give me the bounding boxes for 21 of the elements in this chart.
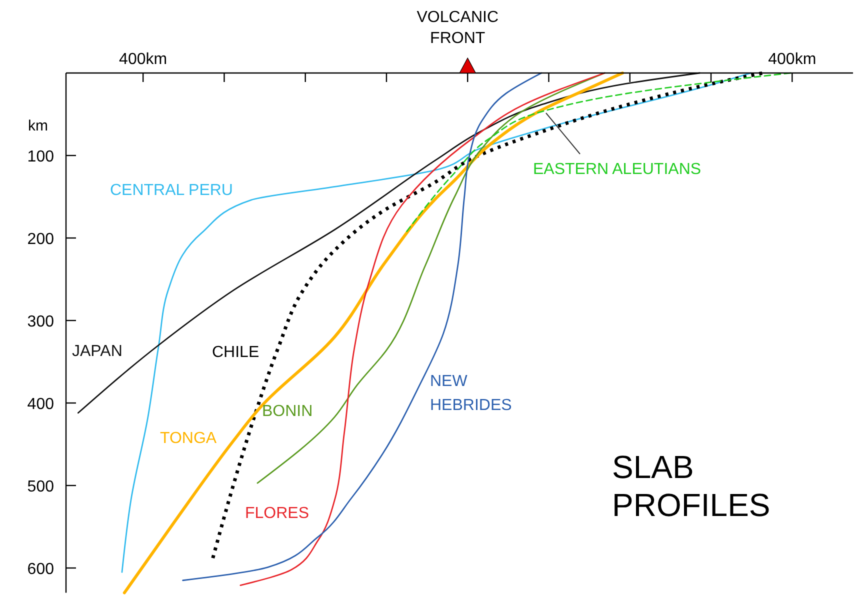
y-tick-label: 100: [27, 148, 54, 166]
x-tick-label: 400km: [119, 51, 168, 68]
series-label: NEW HEBRIDES: [430, 373, 512, 414]
series-label: CENTRAL PERU: [110, 182, 233, 199]
x-tick-label: 400km: [768, 51, 816, 68]
series-label: BONIN: [262, 403, 313, 420]
series-label: FLORES: [245, 505, 310, 522]
y-tick-label: 300: [27, 314, 54, 330]
y-tick-label: 500: [27, 478, 54, 496]
line-series: [406, 72, 792, 232]
text: VOLCANIC FRONT: [416, 9, 499, 47]
y-tick-label: 200: [27, 231, 54, 248]
text: EASTERN ALEUTIANS: [533, 161, 702, 178]
series-label: JAPAN: [72, 343, 122, 360]
text: SLAB PROFILES: [612, 449, 770, 523]
y-tick-label: 600: [27, 561, 54, 578]
line-series: [256, 72, 606, 484]
series-label: TONGA: [160, 430, 217, 447]
y-axis-title: km: [28, 118, 48, 134]
y-tick-label: 400: [27, 396, 54, 413]
series-label: CHILE: [212, 344, 260, 361]
